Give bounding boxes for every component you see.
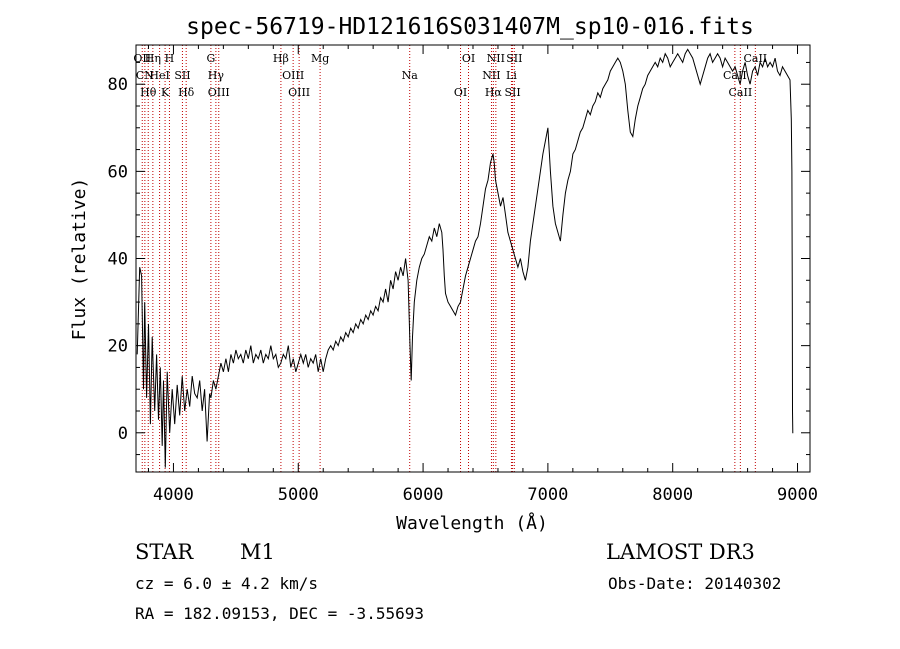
spectral-line-label: Hα bbox=[485, 86, 503, 99]
x-axis-ticks: 4000 5000 6000 7000 8000 9000 bbox=[147, 45, 818, 505]
spectral-line-label: Hδ bbox=[178, 86, 195, 99]
spectral-line-label: Na bbox=[402, 69, 419, 82]
y-tick-label: 80 bbox=[108, 75, 128, 95]
chart-title: spec-56719-HD121616S031407M_sp10-016.fit… bbox=[186, 14, 754, 40]
redshift-text: cz = 6.0 ± 4.2 km/s bbox=[135, 574, 319, 593]
y-axis-label: Flux (relative) bbox=[69, 178, 90, 341]
spectral-line-label: Hθ bbox=[140, 86, 157, 99]
x-tick-label: 7000 bbox=[527, 485, 568, 505]
object-class: STAR bbox=[135, 540, 194, 564]
y-tick-label: 20 bbox=[108, 337, 128, 357]
y-axis-ticks: 0 20 40 60 80 bbox=[108, 61, 810, 456]
spectral-line-label: Mg bbox=[311, 52, 329, 65]
y-tick-label: 60 bbox=[108, 162, 128, 182]
x-tick-label: 4000 bbox=[153, 485, 194, 505]
x-tick-label: 5000 bbox=[278, 485, 319, 505]
x-tick-label: 6000 bbox=[403, 485, 444, 505]
spectral-line-label: OIII bbox=[282, 69, 304, 82]
coordinates-text: RA = 182.09153, DEC = -3.55693 bbox=[135, 604, 424, 623]
spectral-line-label: OII bbox=[133, 52, 151, 65]
survey-name: LAMOST DR3 bbox=[606, 540, 755, 564]
spectral-line-label: OIII bbox=[208, 86, 230, 99]
spectral-line-label: NII bbox=[482, 69, 500, 82]
spectral-line-label: K bbox=[161, 86, 170, 99]
y-tick-label: 40 bbox=[108, 250, 128, 270]
spectral-line-label: Li bbox=[506, 69, 517, 82]
flux-series-line bbox=[136, 48, 794, 468]
object-subclass: M1 bbox=[240, 540, 275, 564]
spectral-line-label: SII bbox=[174, 69, 190, 82]
spectral-line-label: G bbox=[206, 52, 215, 65]
spectral-line-label: SII bbox=[506, 52, 522, 65]
spectral-line-markers bbox=[141, 45, 756, 472]
plot-frame bbox=[135, 44, 811, 473]
spectral-line-label: CN bbox=[136, 69, 154, 82]
x-axis-label: Wavelength (Å) bbox=[396, 512, 548, 534]
y-tick-label: 0 bbox=[118, 424, 128, 444]
spectral-line-label: OIII bbox=[288, 86, 310, 99]
spectral-line-label: CaII bbox=[743, 52, 767, 65]
spectral-line-label: Hγ bbox=[208, 69, 225, 82]
spectral-line-label: OI bbox=[462, 52, 475, 65]
spectral-line-label: HeI bbox=[149, 69, 169, 82]
spectral-line-labels: OII CN Hθ Hη HeI K H SII Hδ G Hγ OIII Hβ OIII OIII Mg Na… bbox=[133, 52, 767, 99]
x-tick-label: 8000 bbox=[652, 485, 693, 505]
spectral-line-label: SII bbox=[504, 86, 520, 99]
spectral-line-label: Hβ bbox=[273, 52, 289, 65]
spectral-line-label: OI bbox=[454, 86, 467, 99]
spectral-line-label: H bbox=[165, 52, 175, 65]
obs-date-text: Obs-Date: 20140302 bbox=[608, 574, 782, 593]
spectral-line-label: CaII bbox=[729, 86, 753, 99]
spectral-line-label: Hη bbox=[145, 52, 161, 65]
spectral-line-label: NII bbox=[487, 52, 505, 65]
x-tick-label: 9000 bbox=[777, 485, 818, 505]
